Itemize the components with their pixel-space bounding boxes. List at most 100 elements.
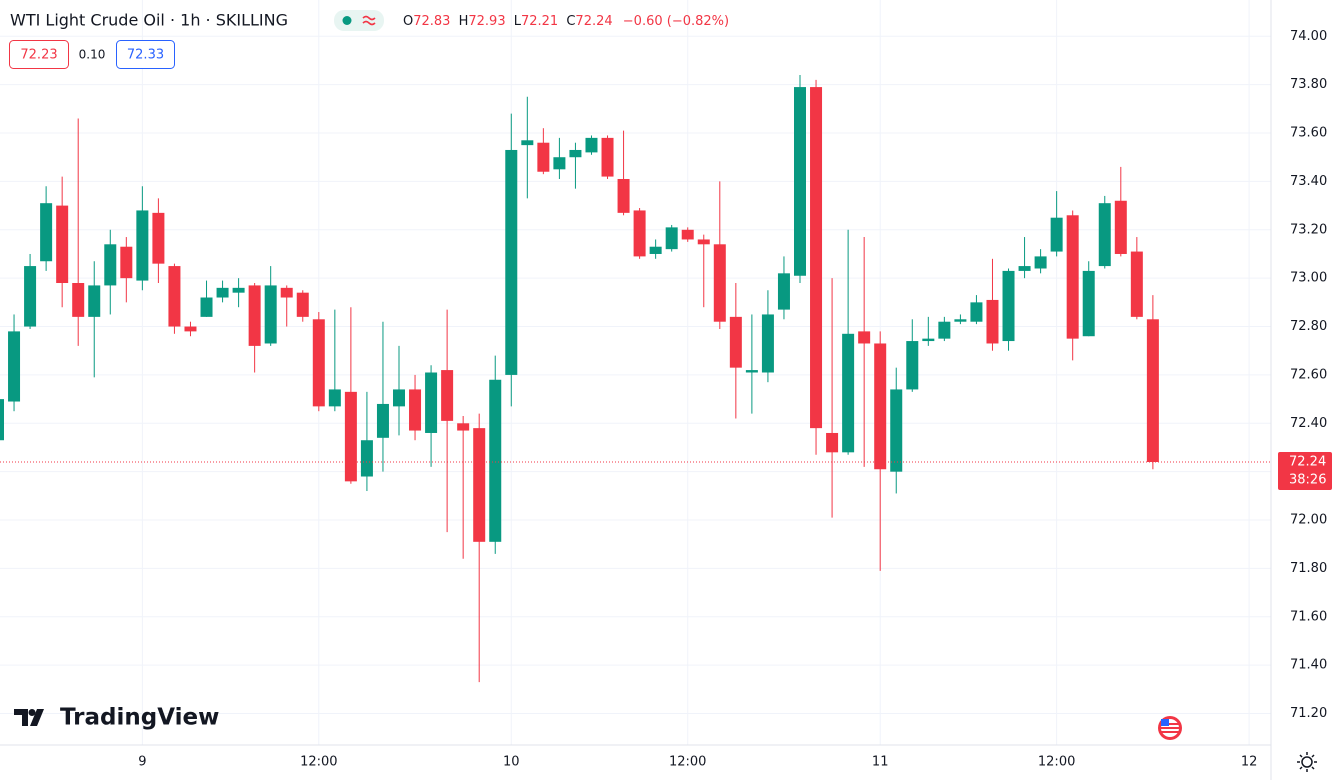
candle-body xyxy=(120,246,133,279)
candle-body xyxy=(826,432,839,453)
candle-body xyxy=(8,331,21,402)
candle-body xyxy=(890,389,903,472)
candle-body xyxy=(665,227,678,250)
candle-body xyxy=(794,87,806,276)
candle-body xyxy=(40,203,53,262)
candle-body xyxy=(986,299,999,344)
candle-body xyxy=(1098,203,1111,267)
candle-body xyxy=(1066,215,1079,339)
candle-body xyxy=(521,140,534,146)
candle-body xyxy=(216,287,229,298)
last-price-label: 72.24 xyxy=(1289,454,1326,469)
high-value: 72.93 xyxy=(468,14,505,29)
candle-body xyxy=(713,244,726,322)
candle-body xyxy=(136,210,149,281)
y-tick-label: 73.00 xyxy=(1290,271,1327,286)
candle-body xyxy=(649,246,662,254)
candle-body xyxy=(505,149,518,375)
x-tick-label: 10 xyxy=(503,755,520,770)
spread: 0.10 xyxy=(79,48,106,62)
candle-body xyxy=(922,338,935,342)
candle-body xyxy=(200,297,213,317)
candle-body xyxy=(537,142,550,172)
candle-body xyxy=(312,319,325,407)
candle-body xyxy=(280,287,293,298)
x-tick-label: 12:00 xyxy=(669,755,706,770)
candle-body xyxy=(810,87,823,429)
open-label: O xyxy=(403,14,413,29)
candle-body xyxy=(906,341,919,390)
candle-body xyxy=(441,370,454,421)
candle-body xyxy=(184,326,197,332)
candle-body xyxy=(296,292,309,317)
candle-body xyxy=(697,239,710,245)
candle-body xyxy=(858,331,871,344)
y-tick-label: 72.00 xyxy=(1290,513,1327,528)
open-value: 72.83 xyxy=(413,14,450,29)
axes: 71.2071.4071.6071.8072.0072.2072.4072.60… xyxy=(138,29,1332,770)
y-tick-label: 71.60 xyxy=(1290,609,1327,624)
candle-body xyxy=(360,440,373,477)
candle-body xyxy=(553,157,566,170)
candle-body xyxy=(842,333,855,453)
candle-body xyxy=(393,389,405,407)
x-tick-label: 12:00 xyxy=(300,755,337,770)
high-label: H xyxy=(459,14,469,29)
candle-body xyxy=(232,287,245,293)
candle-body xyxy=(0,399,4,441)
ask: 72.33 xyxy=(127,48,164,63)
y-tick-label: 73.20 xyxy=(1290,222,1327,237)
x-tick-label: 11 xyxy=(872,755,889,770)
candle-body xyxy=(874,343,887,470)
candle-body xyxy=(409,389,422,431)
candle-body xyxy=(489,379,502,542)
candle-body xyxy=(376,403,389,438)
candle-body xyxy=(344,391,357,482)
y-tick-label: 74.00 xyxy=(1290,29,1327,44)
candle-body xyxy=(633,210,646,257)
candle-body xyxy=(1002,270,1015,342)
candle-body xyxy=(473,428,486,542)
x-tick-label: 12 xyxy=(1241,755,1258,770)
candles xyxy=(0,74,1271,683)
low-value: 72.21 xyxy=(521,14,558,29)
y-tick-label: 72.60 xyxy=(1290,367,1327,382)
candle-body xyxy=(681,229,694,240)
settings-icon[interactable] xyxy=(1297,752,1317,772)
us-flag-icon xyxy=(1158,716,1182,740)
bid-box[interactable] xyxy=(9,40,69,69)
candle-body xyxy=(264,285,277,344)
y-tick-label: 72.40 xyxy=(1290,416,1327,431)
candle-body xyxy=(1050,217,1063,252)
candle-body xyxy=(1146,319,1159,462)
close-label: C xyxy=(566,14,575,29)
candle-body xyxy=(1082,270,1095,337)
candle-body xyxy=(1130,251,1143,317)
candle-body xyxy=(617,178,630,213)
ask-box[interactable] xyxy=(116,40,175,69)
candle-body xyxy=(248,285,261,346)
low-label: L xyxy=(514,14,522,29)
candle-body xyxy=(954,319,967,322)
last-price-box xyxy=(1278,451,1332,490)
candle-body xyxy=(569,149,582,158)
watermark-logo xyxy=(14,709,44,726)
candle-body xyxy=(457,423,470,431)
candle-body xyxy=(970,302,983,322)
candle-body xyxy=(425,372,438,433)
candle-body xyxy=(24,266,37,327)
y-tick-label: 71.40 xyxy=(1290,658,1327,673)
candle-body xyxy=(938,321,951,339)
market-open-dot xyxy=(342,16,352,25)
chart-title: WTI Light Crude Oil · 1h · SKILLING xyxy=(10,11,288,30)
grid xyxy=(0,0,1271,745)
candle-body xyxy=(1034,256,1047,269)
candle-body xyxy=(585,137,598,153)
candle-body xyxy=(761,314,774,373)
candle-body xyxy=(601,137,614,177)
watermark: TradingView xyxy=(60,705,219,731)
candle-body xyxy=(745,370,758,373)
y-tick-label: 73.40 xyxy=(1290,174,1327,189)
countdown: 38:26 xyxy=(1289,472,1326,487)
